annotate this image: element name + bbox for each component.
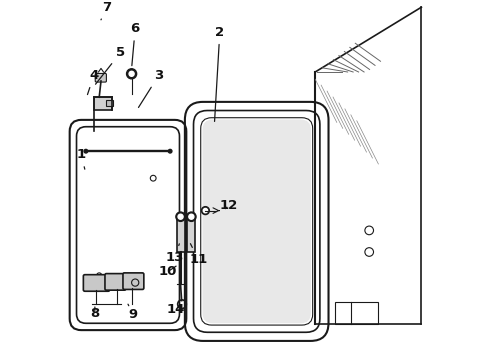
Text: 12: 12: [220, 199, 238, 212]
FancyBboxPatch shape: [83, 275, 110, 291]
Text: 6: 6: [130, 22, 140, 66]
Circle shape: [178, 214, 183, 219]
Text: 11: 11: [189, 244, 207, 266]
Text: 7: 7: [101, 1, 111, 20]
Text: 4: 4: [88, 69, 98, 95]
FancyBboxPatch shape: [105, 274, 126, 290]
Circle shape: [126, 69, 137, 79]
Bar: [335, 302, 378, 324]
FancyBboxPatch shape: [123, 273, 144, 289]
Circle shape: [169, 149, 172, 153]
Text: 9: 9: [128, 304, 138, 321]
Bar: [187, 218, 196, 252]
Text: 14: 14: [167, 303, 185, 316]
Circle shape: [84, 149, 88, 153]
Text: 5: 5: [96, 46, 125, 84]
Text: 2: 2: [215, 26, 224, 121]
Bar: [94, 97, 112, 110]
Circle shape: [187, 212, 196, 221]
Text: 1: 1: [76, 148, 86, 169]
FancyBboxPatch shape: [95, 73, 106, 82]
Bar: [106, 100, 113, 106]
Bar: [176, 218, 185, 252]
Circle shape: [201, 207, 209, 215]
Circle shape: [203, 208, 208, 213]
Circle shape: [189, 214, 194, 219]
Text: 8: 8: [90, 307, 99, 320]
Circle shape: [176, 212, 185, 221]
Text: 3: 3: [139, 69, 163, 107]
Text: 13: 13: [166, 244, 184, 264]
Circle shape: [129, 71, 134, 76]
FancyBboxPatch shape: [202, 120, 311, 323]
Text: 10: 10: [158, 265, 177, 278]
